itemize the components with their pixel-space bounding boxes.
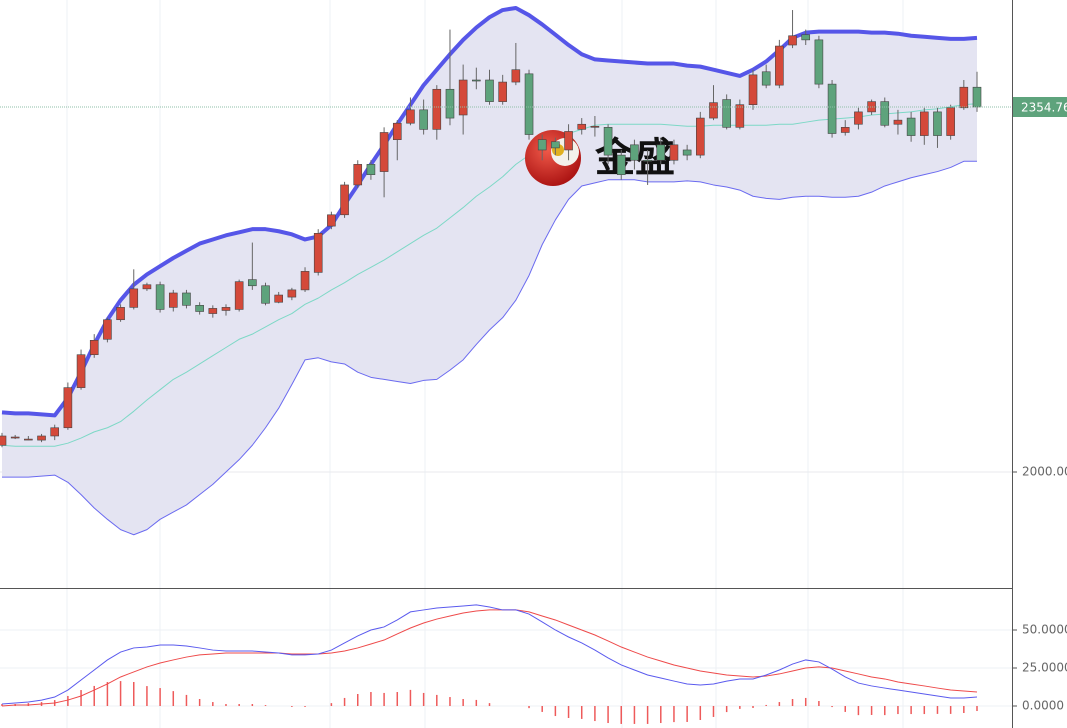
candle-body [0,435,7,446]
candle-body [379,132,389,172]
macd-tick-label: 0.0000 [1022,699,1064,713]
y-tick-label: 2000.00 [1022,464,1067,478]
candle-body [867,101,876,113]
band-middle [1,103,978,447]
candle-body [669,144,679,161]
candle-body [630,144,639,161]
candle-body [103,319,112,340]
candle-body [656,144,666,161]
candle-body [274,294,283,303]
candle-body [432,88,442,130]
band-fill [2,7,977,535]
macd-dif [1,604,978,705]
macd-tick-label: 25.0000 [1022,661,1067,675]
candle-body [972,86,982,108]
candle-body [801,34,811,41]
last-price-label: 2354.76 [1021,101,1067,115]
candle-body [761,71,771,86]
candle-body [485,79,494,102]
macd-tick-label: 50.0000 [1022,623,1067,637]
candle-body [577,123,587,130]
candle-body [76,354,86,388]
candle-body [89,340,99,356]
candle-body [840,127,850,133]
candle-body [234,281,244,310]
candle-body [37,435,46,441]
candle-body [392,122,402,140]
candle-body [195,305,204,312]
candle-body [458,79,468,116]
candle-body [208,308,218,314]
candle-body [524,73,534,135]
candle-body [696,117,705,156]
candle-body [933,111,942,136]
candle-body [827,83,837,134]
candle-body [551,141,560,149]
candle-body [24,438,33,441]
candle-body [287,289,297,298]
candle-body [168,292,178,308]
candle-body [906,117,916,136]
candle-body [748,74,758,105]
candle-body [616,154,626,175]
candle-body [261,285,270,304]
candle-body [366,164,376,175]
candle-body [919,111,929,136]
candle-body [814,39,824,85]
candle-body [959,86,969,109]
candle-body [327,214,336,227]
candle-body [445,88,455,119]
candle-body [10,436,20,439]
macd-dea [1,609,978,707]
candle-body [735,104,745,128]
candle-body [511,69,521,83]
candle-body [775,45,784,86]
candle-body [353,164,363,186]
candle-body [537,139,547,151]
candle-body [590,126,600,128]
candle-body [788,35,797,46]
candle-body [946,107,955,136]
candle-body [419,109,428,130]
candle-body [564,131,573,151]
candle-body [893,119,903,125]
candle-body [603,127,613,156]
candle-body [722,99,731,128]
candle-body [854,111,863,125]
candle-body [63,387,73,429]
candle-body [498,81,507,102]
candle-body [50,427,60,437]
candle-body [340,184,349,216]
candle-body [406,109,415,124]
candle-body [313,233,323,273]
band-lower [2,160,977,536]
last-price-box [1013,97,1067,118]
candle-body [880,101,890,126]
candle-body [129,288,139,308]
candle-body [182,292,191,306]
candle-body [221,307,231,311]
band-upper [1,5,978,418]
candle-body [682,149,692,156]
candle-body [155,284,165,310]
candle-body [300,271,310,291]
candle-body [116,307,125,321]
candle-body [472,79,481,82]
candle-body [709,102,718,119]
candle-body [643,159,652,162]
candle-body [248,279,257,287]
candle-body [142,284,152,290]
